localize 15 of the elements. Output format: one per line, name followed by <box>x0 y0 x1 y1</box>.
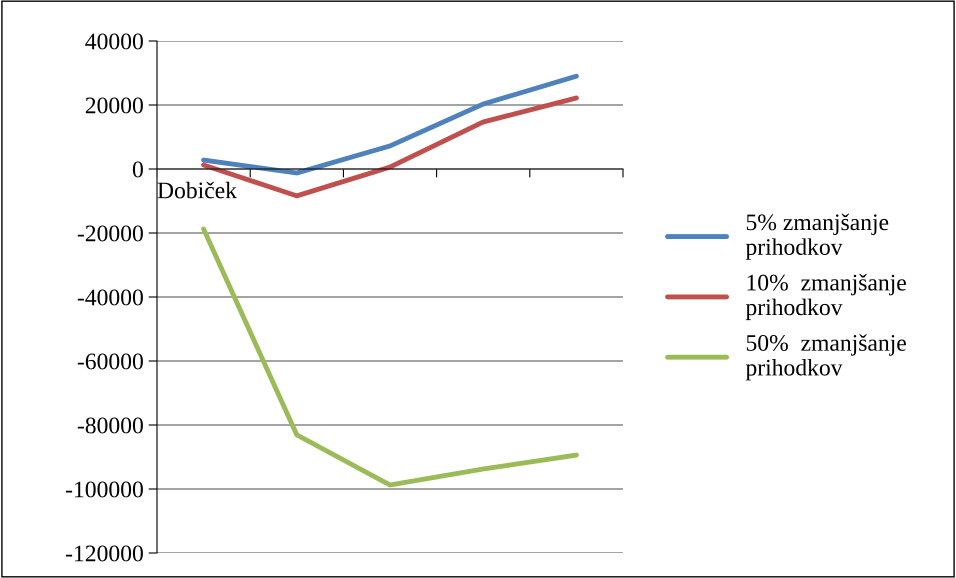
y-tick-label: -20000 <box>78 225 143 242</box>
annotation: Dobiček <box>158 182 237 198</box>
legend-label: 50% zmanjšanje prihodkov <box>746 334 906 380</box>
y-tick-label: -40000 <box>78 289 143 306</box>
y-tick-label: 0 <box>132 161 143 178</box>
legend-label: 5% zmanjšanje prihodkov <box>746 214 888 260</box>
y-tick-label: 40000 <box>85 33 143 50</box>
y-tick-label: -120000 <box>66 545 143 562</box>
y-tick-label: 20000 <box>86 97 143 114</box>
line-series <box>201 226 579 488</box>
y-tick-label: -60000 <box>78 353 143 370</box>
line-series <box>201 74 579 176</box>
y-tick-label: -100000 <box>66 481 143 498</box>
y-tick-label: -80000 <box>78 417 143 434</box>
legend-label: 10% zmanjšanje prihodkov <box>746 274 906 320</box>
